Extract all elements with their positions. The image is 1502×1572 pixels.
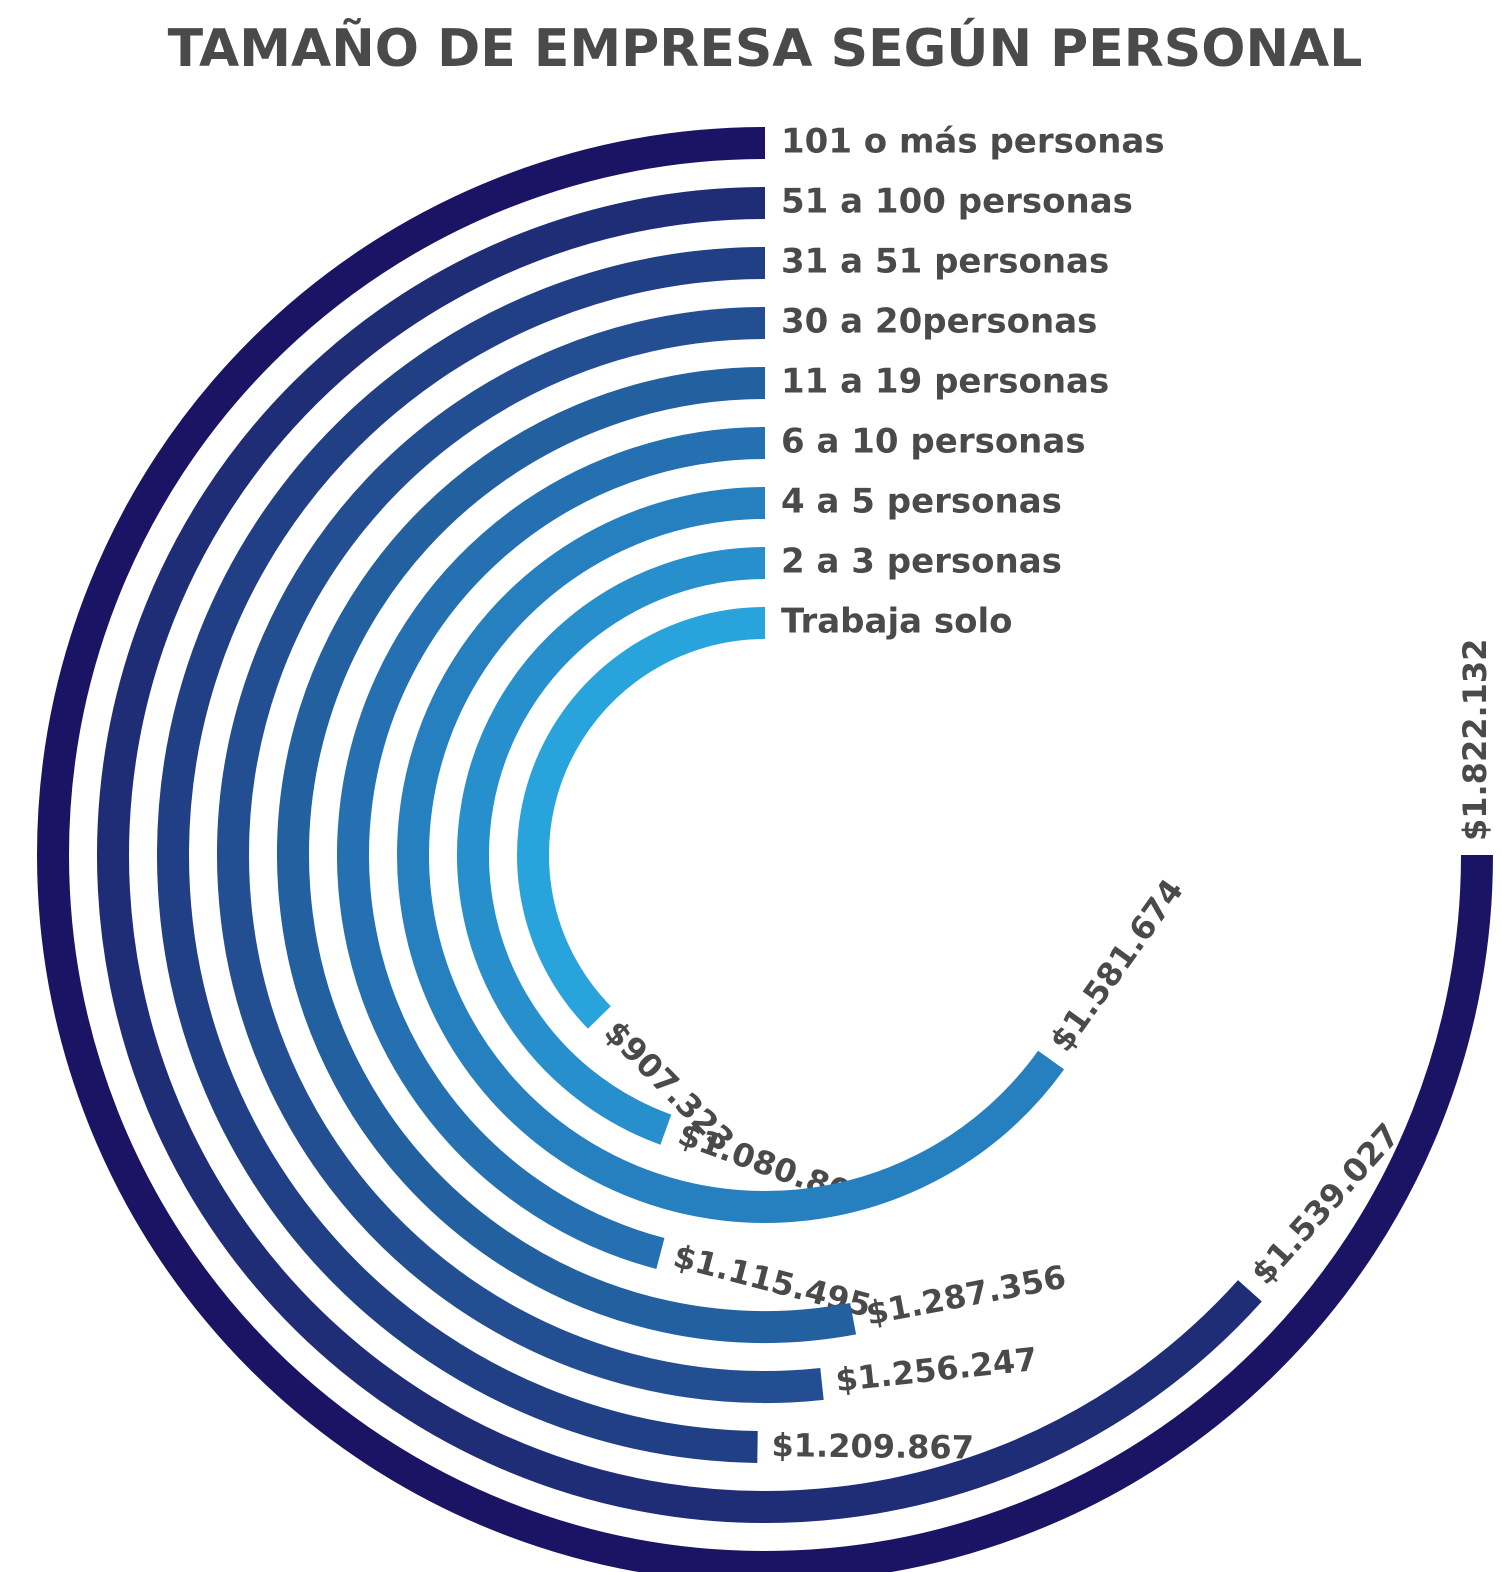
value-label: $1.581.674	[1042, 872, 1191, 1059]
category-label: 4 a 5 personas	[781, 482, 1062, 522]
radial-bar	[397, 487, 1065, 1223]
category-label: 51 a 100 personas	[781, 182, 1133, 222]
category-label: 101 o más personas	[781, 122, 1165, 162]
radial-bar	[517, 607, 766, 1029]
category-label: 11 a 19 personas	[781, 362, 1109, 402]
radial-bar	[97, 187, 1262, 1523]
category-label: 30 a 20personas	[781, 302, 1097, 342]
value-label: $1.256.247	[834, 1340, 1039, 1399]
chart-title: TAMAÑO DE EMPRESA SEGÚN PERSONAL	[168, 17, 1363, 79]
radial-bar	[217, 307, 824, 1403]
value-label: $1.209.867	[771, 1426, 974, 1467]
radial-bar	[457, 547, 766, 1145]
radial-bar	[337, 427, 766, 1269]
category-label: 31 a 51 personas	[781, 242, 1109, 282]
radial-bar	[37, 127, 1493, 1572]
value-label: $1.822.132	[1456, 639, 1494, 841]
radial-bar	[157, 247, 766, 1463]
category-label: 6 a 10 personas	[781, 422, 1086, 462]
category-label: Trabaja solo	[781, 602, 1013, 642]
category-label: 2 a 3 personas	[781, 542, 1062, 582]
value-label: $1.287.356	[863, 1258, 1069, 1333]
radial-bar	[276, 367, 857, 1343]
